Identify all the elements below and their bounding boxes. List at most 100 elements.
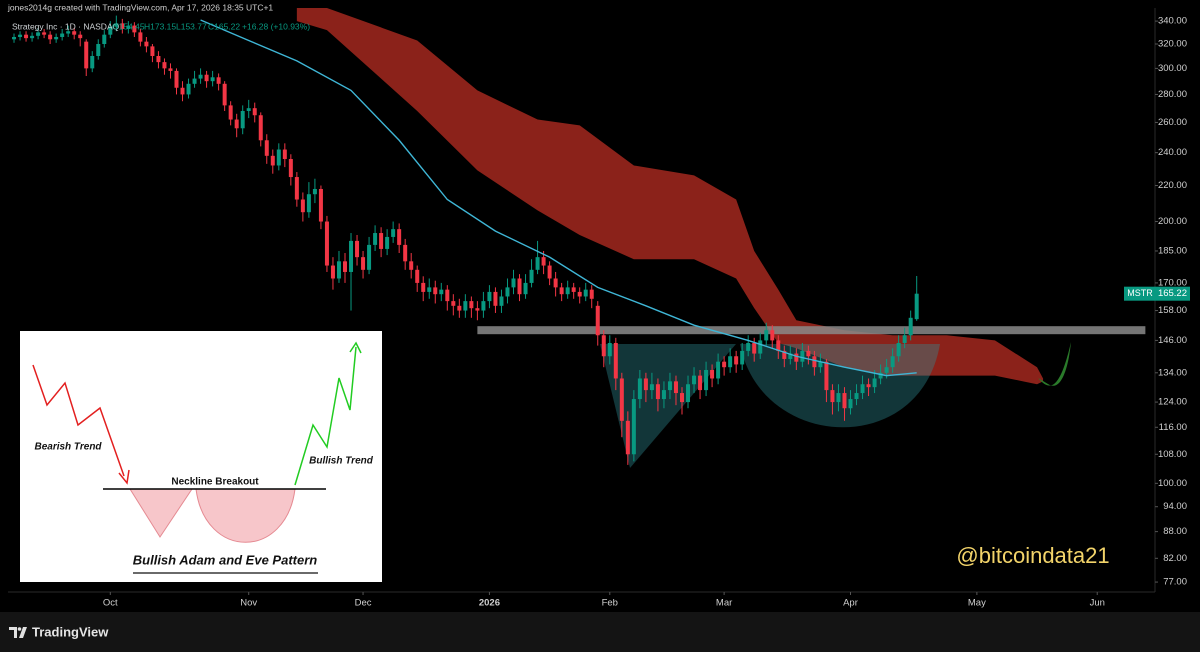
legend-low: L153.77 bbox=[176, 21, 207, 31]
candle-body bbox=[198, 74, 203, 79]
author-line: jones2014g created with TradingView.com,… bbox=[7, 2, 273, 12]
candle-body bbox=[758, 340, 763, 354]
legend-change: +16.28 (+10.93%) bbox=[242, 21, 310, 31]
candle-body bbox=[818, 361, 823, 368]
candle-body bbox=[553, 278, 558, 288]
candle-body bbox=[601, 335, 606, 357]
candle-body bbox=[349, 240, 354, 272]
candle-body bbox=[896, 342, 901, 357]
y-tick-label: 260.00 bbox=[1158, 117, 1187, 128]
candle-body bbox=[204, 74, 209, 82]
candle-body bbox=[60, 33, 65, 37]
brand-name: TradingView bbox=[32, 624, 109, 639]
candle-body bbox=[48, 34, 53, 40]
candle-body bbox=[746, 342, 751, 351]
candle-body bbox=[800, 350, 805, 362]
candle-body bbox=[475, 308, 480, 311]
candle-body bbox=[186, 83, 191, 95]
candle-body bbox=[391, 229, 396, 237]
y-tick-label: 240.00 bbox=[1158, 147, 1187, 158]
candle-body bbox=[565, 287, 570, 295]
candle-body bbox=[427, 287, 432, 292]
y-tick-label: 88.00 bbox=[1163, 526, 1187, 537]
candle-body bbox=[216, 77, 221, 84]
candle-body bbox=[511, 278, 516, 288]
candle-body bbox=[306, 194, 311, 213]
candle-body bbox=[764, 330, 769, 341]
candle-body bbox=[866, 384, 871, 388]
candle-body bbox=[174, 70, 179, 88]
candles-layer bbox=[12, 15, 919, 465]
axis-layer: 340.00 320.00 300.00 280.00 260.00 240.00 220.… bbox=[103, 16, 1190, 609]
candle-body bbox=[342, 261, 347, 272]
candle-body bbox=[72, 31, 77, 35]
inset-diagram: Bearish Trend Neckline Breakout Bullish … bbox=[20, 331, 382, 582]
candle-body bbox=[854, 393, 859, 400]
symbol-tag: MSTR bbox=[1127, 288, 1153, 298]
candle-body bbox=[385, 236, 390, 249]
y-tick-label: 158.00 bbox=[1158, 305, 1187, 316]
inset-bearish-arrow bbox=[32, 364, 125, 477]
x-tick-label: Dec bbox=[355, 598, 372, 609]
candle-body bbox=[812, 356, 817, 368]
candle-body bbox=[535, 257, 540, 270]
candle-body bbox=[619, 378, 624, 421]
candle-body bbox=[397, 229, 402, 245]
candle-body bbox=[84, 41, 89, 69]
candle-body bbox=[180, 87, 185, 95]
candle-body bbox=[806, 350, 811, 357]
candle-body bbox=[848, 399, 853, 409]
candle-body bbox=[264, 140, 269, 156]
x-tick-label: Oct bbox=[103, 598, 118, 609]
candle-body bbox=[607, 342, 612, 357]
candle-body bbox=[625, 420, 630, 455]
candle-body bbox=[908, 317, 913, 336]
ma-layer bbox=[200, 19, 917, 377]
candle-body bbox=[716, 361, 721, 379]
candle-body bbox=[679, 393, 684, 403]
candle-body bbox=[487, 291, 492, 302]
y-tick-label: 108.00 bbox=[1158, 449, 1187, 460]
candle-body bbox=[252, 108, 257, 116]
candle-body bbox=[330, 265, 335, 279]
candle-body bbox=[842, 393, 847, 409]
candle-body bbox=[312, 188, 317, 195]
candle-body bbox=[595, 305, 600, 336]
candle-body bbox=[613, 342, 618, 379]
y-tick-label: 170.00 bbox=[1158, 277, 1187, 288]
candle-body bbox=[78, 34, 83, 39]
candle-body bbox=[150, 46, 155, 56]
candle-body bbox=[571, 287, 576, 292]
inset-eve bbox=[195, 488, 296, 543]
candle-body bbox=[884, 367, 889, 373]
candle-body bbox=[523, 282, 528, 295]
y-tick-label: 146.00 bbox=[1158, 335, 1187, 346]
candle-body bbox=[794, 353, 799, 362]
candle-body bbox=[300, 199, 305, 213]
candle-body bbox=[276, 149, 281, 166]
footer-bar bbox=[0, 612, 1200, 652]
candle-body bbox=[878, 372, 883, 379]
y-tick-label: 220.00 bbox=[1158, 180, 1187, 191]
eve-shape bbox=[740, 344, 940, 428]
x-tick-label: May bbox=[968, 598, 986, 609]
candle-body bbox=[240, 110, 245, 129]
candle-body bbox=[505, 287, 510, 297]
candle-body bbox=[12, 36, 17, 40]
candle-body bbox=[439, 289, 444, 295]
candle-body bbox=[30, 35, 35, 39]
candle-body bbox=[860, 384, 865, 394]
y-tick-label: 320.00 bbox=[1158, 39, 1187, 50]
candle-body bbox=[589, 289, 594, 299]
candle-body bbox=[529, 269, 534, 283]
neckline-layer bbox=[477, 326, 1146, 335]
candle-body bbox=[294, 177, 299, 200]
candle-body bbox=[234, 119, 239, 129]
candle-body bbox=[355, 240, 360, 258]
inset-bullish-head bbox=[349, 341, 362, 354]
candle-body bbox=[740, 350, 745, 365]
candle-body bbox=[463, 301, 468, 311]
candle-body bbox=[282, 149, 287, 160]
symbol-tag-box bbox=[1124, 286, 1156, 301]
